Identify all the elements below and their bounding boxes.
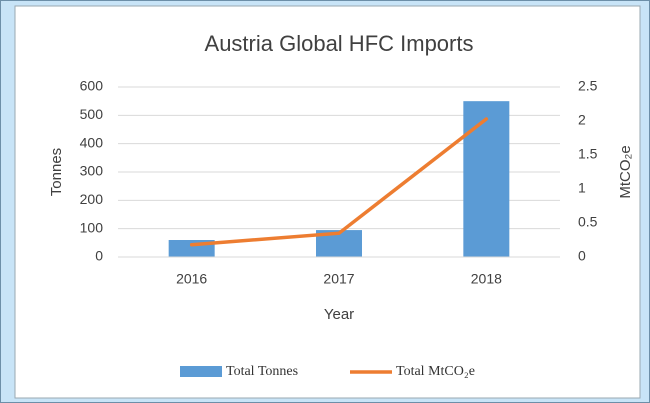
y-tick-label: 100 <box>80 219 104 235</box>
chart-panel <box>14 5 641 399</box>
y-tick-label: 500 <box>80 106 104 122</box>
x-tick-label: 2017 <box>323 271 354 287</box>
y2-axis-label: MtCO₂e <box>617 145 634 198</box>
y-tick-label: 200 <box>80 191 104 207</box>
chart-title: Austria Global HFC Imports <box>205 31 474 56</box>
y-tick-label: 300 <box>80 163 104 179</box>
y-tick-label: 600 <box>80 78 104 94</box>
y2-tick-label: 1.5 <box>578 146 598 162</box>
legend-label: Total Tonnes <box>226 364 298 379</box>
legend: Total Tonnes Total MtCO₂e <box>180 364 475 379</box>
y2-tick-label: 0.5 <box>578 214 598 230</box>
y-axis-label: Tonnes <box>48 148 65 196</box>
x-axis-label: Year <box>324 306 354 323</box>
y-tick-label: 0 <box>95 248 103 264</box>
x-tick-label: 2018 <box>471 271 502 287</box>
x-tick-label: 2016 <box>176 271 207 287</box>
bar <box>463 101 510 258</box>
y2-tick-label: 0 <box>578 248 586 264</box>
legend-label: Total MtCO₂e <box>396 364 475 379</box>
legend-swatch <box>180 366 222 377</box>
y2-tick-label: 2 <box>578 112 586 128</box>
line <box>189 117 489 247</box>
y2-tick-label: 1 <box>578 180 586 196</box>
y2-tick-label: 2.5 <box>578 78 598 94</box>
y-tick-label: 400 <box>80 134 104 150</box>
